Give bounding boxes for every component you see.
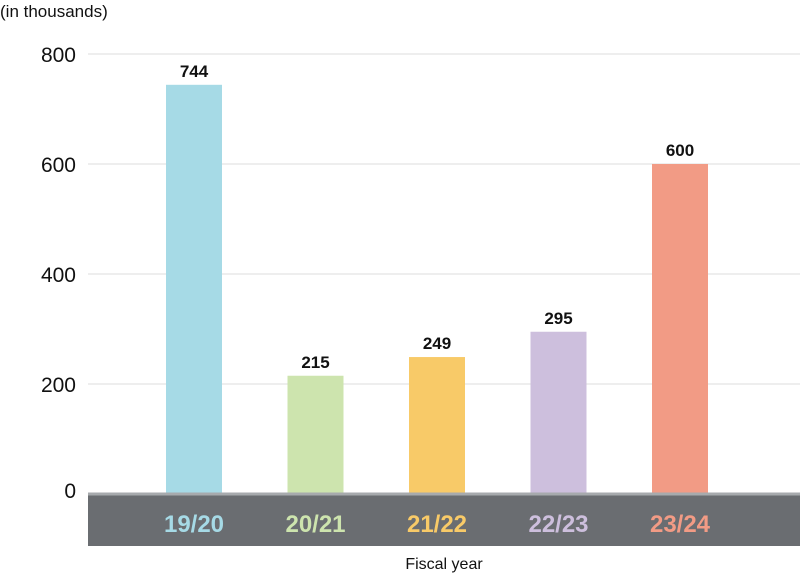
x-axis-band: [88, 493, 800, 546]
bar-22-23: [530, 331, 587, 494]
y-tick-label: 800: [41, 44, 76, 67]
bar-19-20: [166, 84, 222, 495]
bar-21-22: [409, 357, 465, 494]
x-tick-label: 22/23: [528, 511, 588, 538]
value-labels: 744 215 249 295 600: [180, 62, 694, 372]
value-label: 295: [544, 309, 572, 328]
x-tick-label: 21/22: [407, 511, 467, 538]
bar-20-21: [287, 375, 344, 494]
value-label: 744: [180, 62, 209, 81]
value-label: 600: [666, 141, 694, 160]
bars: [166, 84, 708, 495]
y-axis-ticks: 0 200 400 600 800: [41, 44, 76, 503]
x-tick-label: 23/24: [650, 511, 711, 538]
unit-label: (in thousands): [0, 2, 108, 21]
y-tick-label: 200: [41, 374, 76, 397]
bar-23-24: [652, 164, 708, 494]
x-axis-title: Fiscal year: [405, 556, 483, 573]
x-tick-label: 19/20: [164, 511, 224, 538]
x-axis-ticks: 19/20 20/21 21/22 22/23 23/24: [164, 511, 711, 538]
y-tick-label: 600: [41, 154, 76, 177]
y-tick-label: 0: [64, 480, 76, 503]
value-label: 215: [301, 353, 329, 372]
x-tick-label: 20/21: [285, 511, 345, 538]
value-label: 249: [423, 334, 451, 353]
y-tick-label: 400: [41, 264, 76, 287]
